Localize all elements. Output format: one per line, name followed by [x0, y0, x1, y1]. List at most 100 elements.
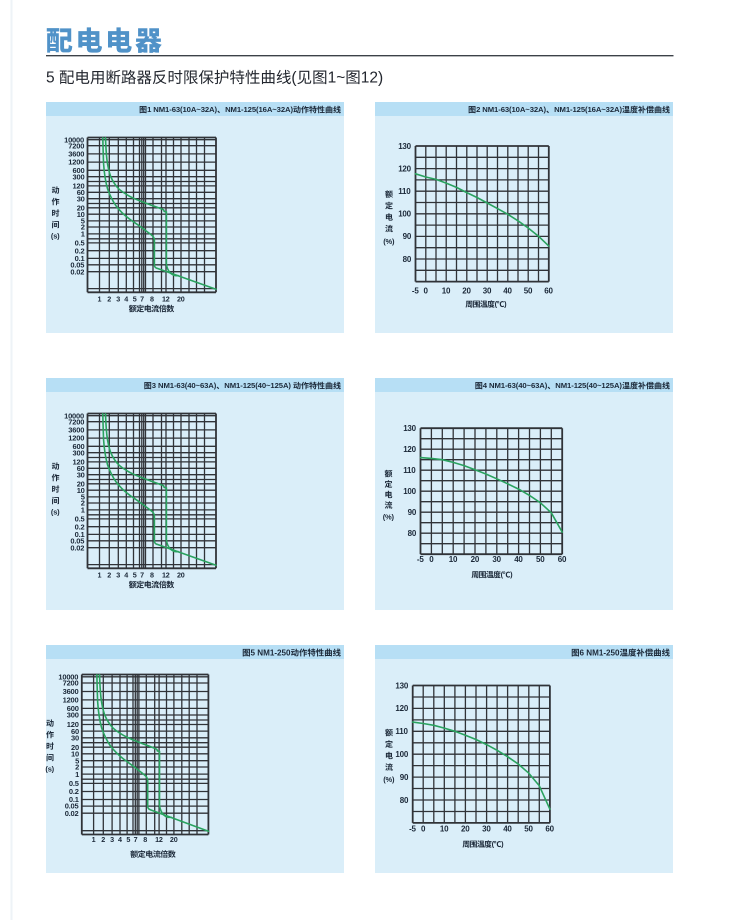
svg-text:110: 110	[395, 727, 408, 736]
svg-text:8: 8	[143, 835, 147, 844]
svg-text:2: 2	[107, 295, 111, 304]
svg-text:10: 10	[71, 749, 79, 758]
svg-text:110: 110	[403, 466, 416, 475]
svg-text:1: 1	[81, 506, 85, 515]
svg-text:0.1: 0.1	[75, 254, 85, 263]
svg-text:80: 80	[403, 255, 412, 264]
svg-text:0.5: 0.5	[75, 239, 85, 248]
svg-text:0.2: 0.2	[75, 522, 85, 531]
svg-text:3: 3	[110, 835, 114, 844]
svg-text:120: 120	[67, 720, 79, 729]
svg-text:20: 20	[177, 295, 185, 304]
svg-text:2 NM1-63(10A~32A): 2 NM1-63(10A~32A)	[476, 105, 546, 114]
svg-text:7200: 7200	[63, 679, 79, 688]
svg-text:12: 12	[155, 835, 163, 844]
svg-text:NM1-125(40~125A): NM1-125(40~125A)	[224, 381, 291, 390]
svg-text:40: 40	[503, 286, 512, 295]
svg-text:1 NM1-63(10A~32A): 1 NM1-63(10A~32A)	[147, 105, 217, 114]
svg-text:4: 4	[124, 295, 128, 304]
svg-text:20: 20	[170, 835, 178, 844]
svg-text:0.02: 0.02	[70, 543, 84, 552]
svg-text:NM1-125(40~125A): NM1-125(40~125A)	[555, 381, 622, 390]
svg-text:60: 60	[77, 464, 85, 473]
svg-text:3: 3	[116, 571, 120, 580]
svg-text:-5: -5	[412, 286, 419, 295]
svg-text:4: 4	[124, 571, 128, 580]
svg-text:120: 120	[73, 182, 85, 191]
svg-text:7: 7	[134, 835, 138, 844]
svg-text:20: 20	[461, 824, 470, 833]
svg-text:300: 300	[73, 448, 85, 457]
svg-text:110: 110	[398, 187, 411, 196]
svg-text:2: 2	[75, 763, 79, 772]
svg-text:5: 5	[81, 217, 85, 226]
svg-text:10000: 10000	[64, 135, 84, 144]
svg-text:NM1-125(16A~32A): NM1-125(16A~32A)	[554, 105, 622, 114]
svg-text:(%): (%)	[383, 513, 395, 522]
svg-text:40: 40	[503, 824, 512, 833]
svg-text:3600: 3600	[68, 426, 84, 435]
svg-text:100: 100	[395, 750, 408, 759]
svg-text:130: 130	[395, 681, 408, 690]
svg-text:(s): (s)	[51, 232, 60, 241]
svg-text:20: 20	[462, 286, 471, 295]
svg-text:1200: 1200	[68, 158, 84, 167]
svg-text:120: 120	[73, 458, 85, 467]
svg-text:600: 600	[67, 704, 79, 713]
svg-text:600: 600	[73, 442, 85, 451]
svg-text:90: 90	[400, 773, 409, 782]
svg-text:(: (	[492, 840, 495, 849]
svg-text:1: 1	[92, 835, 96, 844]
svg-text:0.2: 0.2	[75, 246, 85, 255]
svg-text:7200: 7200	[68, 141, 84, 150]
svg-text:20: 20	[77, 479, 85, 488]
svg-text:5: 5	[126, 835, 130, 844]
svg-text:300: 300	[73, 172, 85, 181]
svg-text:0.1: 0.1	[69, 795, 79, 804]
svg-text:2: 2	[101, 835, 105, 844]
svg-text:1~: 1~	[328, 70, 346, 87]
svg-text:0: 0	[421, 824, 426, 833]
svg-text:120: 120	[403, 445, 416, 454]
svg-text:(%): (%)	[383, 237, 395, 246]
svg-text:(: (	[291, 70, 297, 87]
svg-text:50: 50	[536, 555, 545, 564]
svg-text:30: 30	[482, 824, 491, 833]
svg-text:100: 100	[398, 210, 411, 219]
svg-text:0.2: 0.2	[69, 787, 79, 796]
svg-text:0.02: 0.02	[70, 267, 84, 276]
svg-text:12): 12)	[361, 70, 383, 87]
svg-text:30: 30	[71, 733, 79, 742]
svg-text:5 NM1-250: 5 NM1-250	[251, 648, 292, 657]
svg-text:-5: -5	[417, 555, 424, 564]
svg-text:10000: 10000	[64, 411, 84, 420]
svg-text:2: 2	[81, 223, 85, 232]
svg-text:5: 5	[46, 70, 55, 87]
svg-text:1: 1	[81, 230, 85, 239]
svg-text:2: 2	[81, 499, 85, 508]
svg-text:3: 3	[116, 295, 120, 304]
svg-text:20: 20	[71, 743, 79, 752]
svg-text:60: 60	[545, 824, 554, 833]
svg-text:3600: 3600	[63, 687, 79, 696]
svg-text:60: 60	[71, 727, 79, 736]
svg-text:7200: 7200	[68, 417, 84, 426]
svg-text:7: 7	[140, 295, 144, 304]
svg-text:600: 600	[73, 166, 85, 175]
svg-text:80: 80	[408, 529, 417, 538]
svg-text:1200: 1200	[68, 434, 84, 443]
svg-text:0.1: 0.1	[75, 530, 85, 539]
svg-text:120: 120	[395, 704, 408, 713]
svg-text:4: 4	[118, 835, 122, 844]
svg-text:7: 7	[140, 571, 144, 580]
svg-text:20: 20	[77, 203, 85, 212]
svg-text:90: 90	[408, 508, 417, 517]
svg-text:2: 2	[107, 571, 111, 580]
svg-text:10: 10	[442, 286, 451, 295]
svg-text:3600: 3600	[68, 150, 84, 159]
svg-text:1: 1	[98, 571, 102, 580]
svg-text:0: 0	[424, 286, 429, 295]
svg-text:10: 10	[449, 555, 458, 564]
svg-text:90: 90	[403, 232, 412, 241]
svg-text:(: (	[495, 300, 498, 309]
